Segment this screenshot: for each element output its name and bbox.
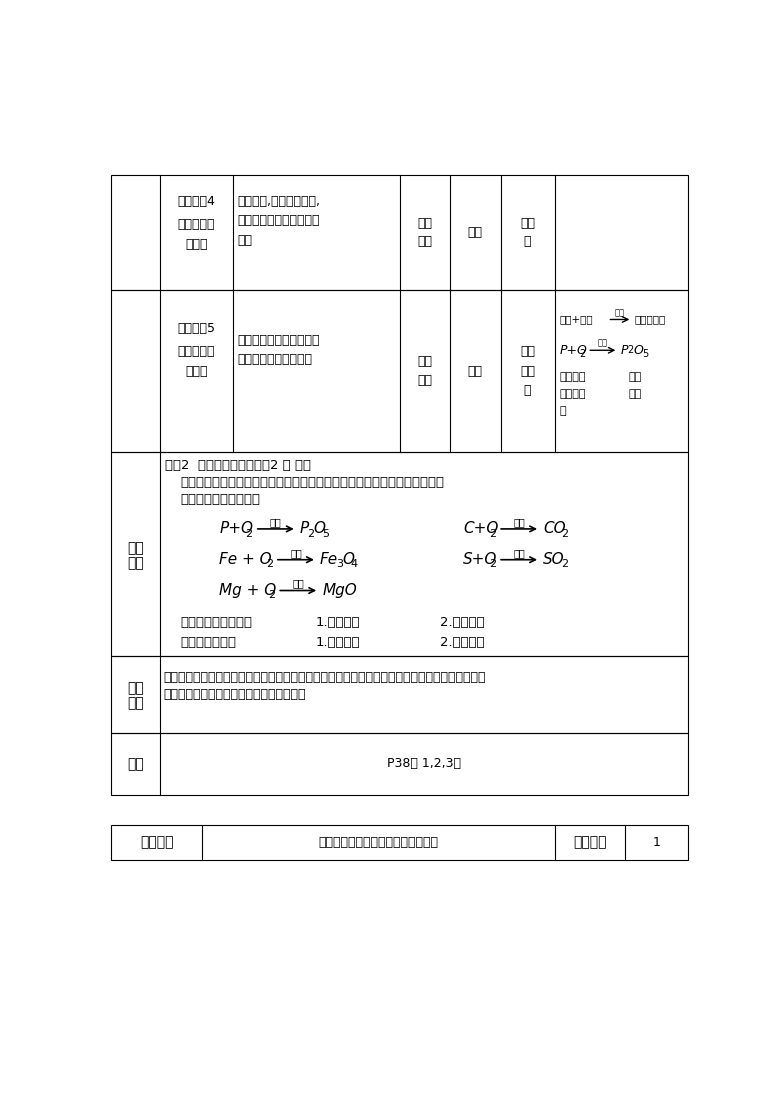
Text: 教学内容: 教学内容 [140,836,173,849]
Text: 白磷在空气: 白磷在空气 [178,345,215,358]
Text: 1: 1 [652,836,660,849]
Text: 白磷+氧气: 白磷+氧气 [559,314,593,324]
Text: 氧气: 氧气 [417,235,432,248]
Text: 2: 2 [268,590,275,600]
Bar [112,733,688,794]
Text: O: O [342,553,354,567]
Text: 板书: 板书 [127,540,144,555]
Text: Fe + O: Fe + O [219,553,271,567]
Text: 2: 2 [561,528,568,538]
Text: 二、氧气的化学性质：: 二、氧气的化学性质： [180,493,261,506]
Text: 五氧: 五氧 [520,345,535,358]
Text: 探究活动4: 探究活动4 [177,195,215,208]
Bar [112,290,688,452]
Text: 教学: 教学 [127,682,144,695]
Text: 反思: 反思 [127,697,144,710]
Text: 生大量白烟白色固体。: 生大量白烟白色固体。 [237,353,312,366]
Text: 化二: 化二 [520,365,535,377]
Text: 点燃: 点燃 [292,579,304,589]
Text: 中燃烧: 中燃烧 [185,237,207,250]
Text: 点燃: 点燃 [468,365,483,377]
Text: 教学是提高化学质量的一个重要组成部分。: 教学是提高化学质量的一个重要组成部分。 [163,688,306,702]
Text: 镁: 镁 [524,235,531,248]
Bar [112,656,688,733]
Text: 5: 5 [322,528,329,538]
Text: MgO: MgO [322,583,357,598]
Text: 体: 体 [559,406,566,416]
Bar [112,452,688,656]
Text: 固体: 固体 [629,389,642,399]
Text: P: P [300,522,309,536]
Bar [112,174,688,290]
Text: 点燃: 点燃 [290,548,302,558]
Text: O: O [313,522,325,536]
Text: 1.化合反应: 1.化合反应 [316,617,360,630]
Text: 氧气（第三课时）氧气的实验室制法: 氧气（第三课时）氧气的实验室制法 [318,836,438,849]
Text: 一、氧气的物理性质：无色、无气味的气体，不易溶于水，密度比空气大。: 一、氧气的物理性质：无色、无气味的气体，不易溶于水，密度比空气大。 [180,476,445,490]
Text: 实验教学可以激发学生学习化学的兴趣，帮助学生形成化学概念，获得知识和实验技能，加强实验: 实验教学可以激发学生学习化学的兴趣，帮助学生形成化学概念，获得知识和实验技能，加… [163,671,486,684]
Text: 氧气: 氧气 [417,374,432,387]
Text: 作业: 作业 [127,757,144,771]
Text: 点燃: 点燃 [597,339,608,347]
Text: 2.供给呼吸: 2.供给呼吸 [440,636,484,650]
Text: P: P [621,344,628,356]
Text: CO: CO [543,522,566,536]
Text: 银白无色: 银白无色 [559,372,586,383]
Text: 剧烈燃烧,发出耀眼白光,: 剧烈燃烧,发出耀眼白光, [237,195,320,208]
Text: P+O: P+O [219,522,254,536]
Text: Fe: Fe [320,553,338,567]
Text: P38页 1,2,3题: P38页 1,2,3题 [387,758,461,770]
Text: 1.支持燃烧: 1.支持燃烧 [316,636,360,650]
Text: 设计: 设计 [127,556,144,570]
Text: 点燃: 点燃 [513,517,525,527]
Text: 3: 3 [336,559,343,569]
Text: S+O: S+O [463,553,498,567]
Text: 2: 2 [489,559,496,569]
Text: 点燃: 点燃 [270,517,282,527]
Bar [112,825,688,860]
Text: 2: 2 [627,345,633,355]
Text: 五氧化二磷: 五氧化二磷 [635,314,666,324]
Text: 固体: 固体 [237,234,252,247]
Text: 白色: 白色 [629,372,642,383]
Text: 2: 2 [561,559,568,569]
Text: SO: SO [543,553,565,567]
Text: 点燃: 点燃 [513,548,525,558]
Text: 4: 4 [351,559,358,569]
Text: 2: 2 [580,350,586,360]
Text: 中自燃: 中自燃 [185,365,207,377]
Text: 点燃: 点燃 [468,226,483,239]
Text: 5: 5 [642,350,649,360]
Text: C+O: C+O [463,522,498,536]
Text: 单元2  性质活泼的氧气（第2 课 时）: 单元2 性质活泼的氧气（第2 课 时） [165,459,311,472]
Text: 镁条在空气: 镁条在空气 [178,218,215,232]
Text: 2: 2 [246,528,253,538]
Text: 2: 2 [489,528,496,538]
Text: 点燃: 点燃 [615,308,625,317]
Text: 2: 2 [307,528,314,538]
Text: 三、化学反应的类型: 三、化学反应的类型 [180,617,253,630]
Text: 课时安排: 课时安排 [573,836,606,849]
Text: 四、氧气用途：: 四、氧气用途： [180,636,236,650]
Text: 2: 2 [266,559,273,569]
Text: 剧烈燃烧发出黄色火焰产: 剧烈燃烧发出黄色火焰产 [237,334,320,346]
Text: Mg + O: Mg + O [219,583,276,598]
Text: O: O [633,344,643,356]
Text: 白磷: 白磷 [417,355,432,368]
Text: 色固气体: 色固气体 [559,389,586,399]
Text: 镁条: 镁条 [417,216,432,229]
Text: 磷: 磷 [524,384,531,397]
Text: 探究活动5: 探究活动5 [177,322,215,335]
Text: 放出热量，生成一种白色: 放出热量，生成一种白色 [237,214,320,227]
Text: P+O: P+O [559,344,587,356]
Text: 2.氧化反应: 2.氧化反应 [440,617,484,630]
Text: 氧化: 氧化 [520,216,535,229]
